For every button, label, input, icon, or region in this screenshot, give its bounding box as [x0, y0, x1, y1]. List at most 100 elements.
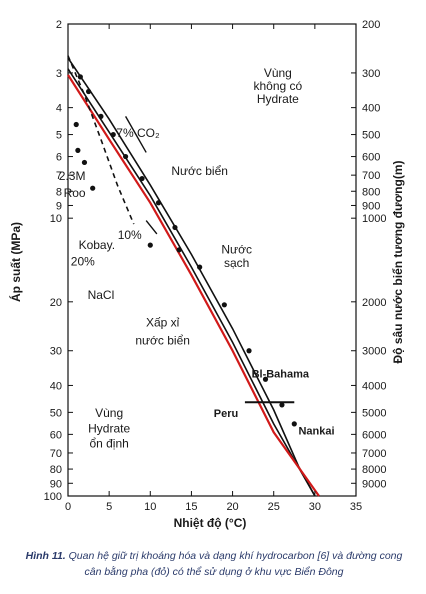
y2-tick-label: 7000 — [362, 448, 386, 460]
y2-tick-label: 700 — [362, 170, 380, 182]
y2-tick-label: 9000 — [362, 478, 386, 490]
annotation-label: ổn định — [89, 437, 128, 451]
annotation-label: Hydrate — [88, 421, 130, 435]
data-point — [98, 113, 104, 119]
y2-tick-label: 600 — [362, 152, 380, 164]
data-point — [155, 200, 162, 206]
markers — [73, 74, 297, 427]
annotation-label: Bl-Bahama — [252, 369, 310, 381]
curves — [67, 55, 320, 497]
y-tick-label: 90 — [50, 478, 62, 490]
chart: 0 5 10 15 20 25 30 3523456789102030405060708090… — [8, 19, 405, 530]
annotation-label: Kobay. — [79, 238, 115, 252]
x-tick-label: 15 — [185, 501, 197, 513]
y2-tick-label: 300 — [362, 68, 380, 80]
x-tick-label: 5 — [106, 501, 112, 513]
y-tick-label: 6 — [56, 152, 62, 164]
y2-tick-label: 400 — [362, 103, 380, 115]
y-tick-label: 80 — [50, 464, 62, 476]
y2-tick-label: 5000 — [362, 407, 386, 419]
data-point — [85, 88, 92, 95]
annotation-label: Vùng — [95, 406, 123, 420]
y-tick-label: 20 — [50, 297, 62, 309]
y2-tick-label: 800 — [362, 186, 380, 198]
y-tick-label: 2 — [56, 19, 62, 31]
annotation-label: Xấp xỉ — [146, 315, 180, 329]
ticks: 0 5 10 15 20 25 30 3523456789102030405060708090… — [44, 19, 387, 513]
x-tick-label: 35 — [350, 501, 362, 513]
annotation-label: Nankai — [298, 425, 334, 437]
data-point — [110, 131, 116, 138]
y2-tick-label: 500 — [362, 130, 380, 142]
figure-caption: Hình 11. Quan hệ giữ trị khoáng hóa và d… — [16, 548, 412, 580]
y-axis-label: Áp suất (MPa) — [8, 222, 23, 302]
data-point — [77, 74, 83, 80]
y2-tick-label: 2000 — [362, 297, 386, 309]
annotation-label: 7% CO₂ — [116, 126, 160, 140]
y-tick-label: 8 — [56, 186, 62, 198]
caption-text: Quan hệ giữ trị khoáng hóa và dạng khí h… — [68, 550, 403, 578]
annotation-label: NaCl — [88, 288, 115, 302]
annotation-label: 20% — [71, 254, 95, 268]
annotation-label: Hydrate — [257, 92, 299, 106]
x-tick-label: 25 — [268, 501, 280, 513]
data-point — [123, 153, 129, 160]
data-point — [81, 159, 88, 166]
annotation-label: 10% — [118, 228, 142, 242]
y-tick-label: 3 — [56, 68, 62, 80]
y-tick-label: 40 — [50, 380, 62, 392]
annotation-label: Vùng — [264, 66, 292, 80]
annotation-label: Nước — [221, 242, 252, 256]
plot-frame — [67, 23, 357, 497]
data-point — [147, 242, 153, 248]
plot-border — [67, 23, 357, 497]
series-line-1 — [67, 68, 316, 497]
caption-label: Hình 11. — [25, 550, 66, 562]
annotation-label: không có — [253, 79, 302, 93]
y2-tick-label: 1000 — [362, 213, 386, 225]
y-tick-label: 100 — [44, 491, 62, 503]
y2-tick-label: 900 — [362, 200, 380, 212]
y-tick-label: 60 — [50, 429, 62, 441]
y-tick-label: 70 — [50, 448, 62, 460]
kobay-bracket — [145, 220, 158, 235]
data-point — [197, 264, 203, 270]
x-tick-label: 30 — [309, 501, 321, 513]
data-point — [176, 247, 182, 253]
x-tick-label: 10 — [144, 501, 156, 513]
y2-tick-label: 8000 — [362, 464, 386, 476]
data-point — [262, 376, 269, 382]
x-axis-label: Nhiệt độ (°C) — [174, 516, 247, 530]
y-tick-label: 7 — [56, 170, 62, 182]
y2-tick-label: 3000 — [362, 346, 386, 358]
series-line-2 — [67, 74, 320, 497]
data-point — [172, 224, 178, 231]
annotation-label: Nước biển — [171, 164, 228, 178]
y-tick-label: 10 — [50, 213, 62, 225]
co2-bracket — [124, 116, 147, 153]
annotation-label: Peru — [214, 408, 238, 420]
y-tick-label: 5 — [56, 130, 62, 142]
y2-axis-label: Độ sâu nước biển tương đương(m) — [391, 161, 405, 364]
series-line-3 — [67, 55, 135, 225]
annotation-label: nước biển — [135, 334, 190, 348]
y-tick-label: 50 — [50, 407, 62, 419]
y-tick-label: 9 — [56, 200, 62, 212]
series-line-0 — [67, 57, 316, 497]
y2-tick-label: 4000 — [362, 380, 386, 392]
data-point — [75, 147, 81, 153]
y2-tick-label: 200 — [362, 19, 380, 31]
x-tick-label: 20 — [226, 501, 238, 513]
annotation-label: sạch — [224, 256, 249, 270]
data-point — [90, 185, 96, 191]
y-tick-label: 4 — [56, 103, 62, 115]
x-tick-label: 0 — [65, 501, 71, 513]
data-point — [73, 121, 79, 128]
data-point — [139, 175, 145, 182]
annotation-label: Roo — [64, 186, 86, 200]
data-point — [221, 302, 227, 308]
annotation-label: 2.3M — [59, 169, 86, 183]
data-point — [291, 421, 297, 427]
data-point — [279, 402, 285, 408]
